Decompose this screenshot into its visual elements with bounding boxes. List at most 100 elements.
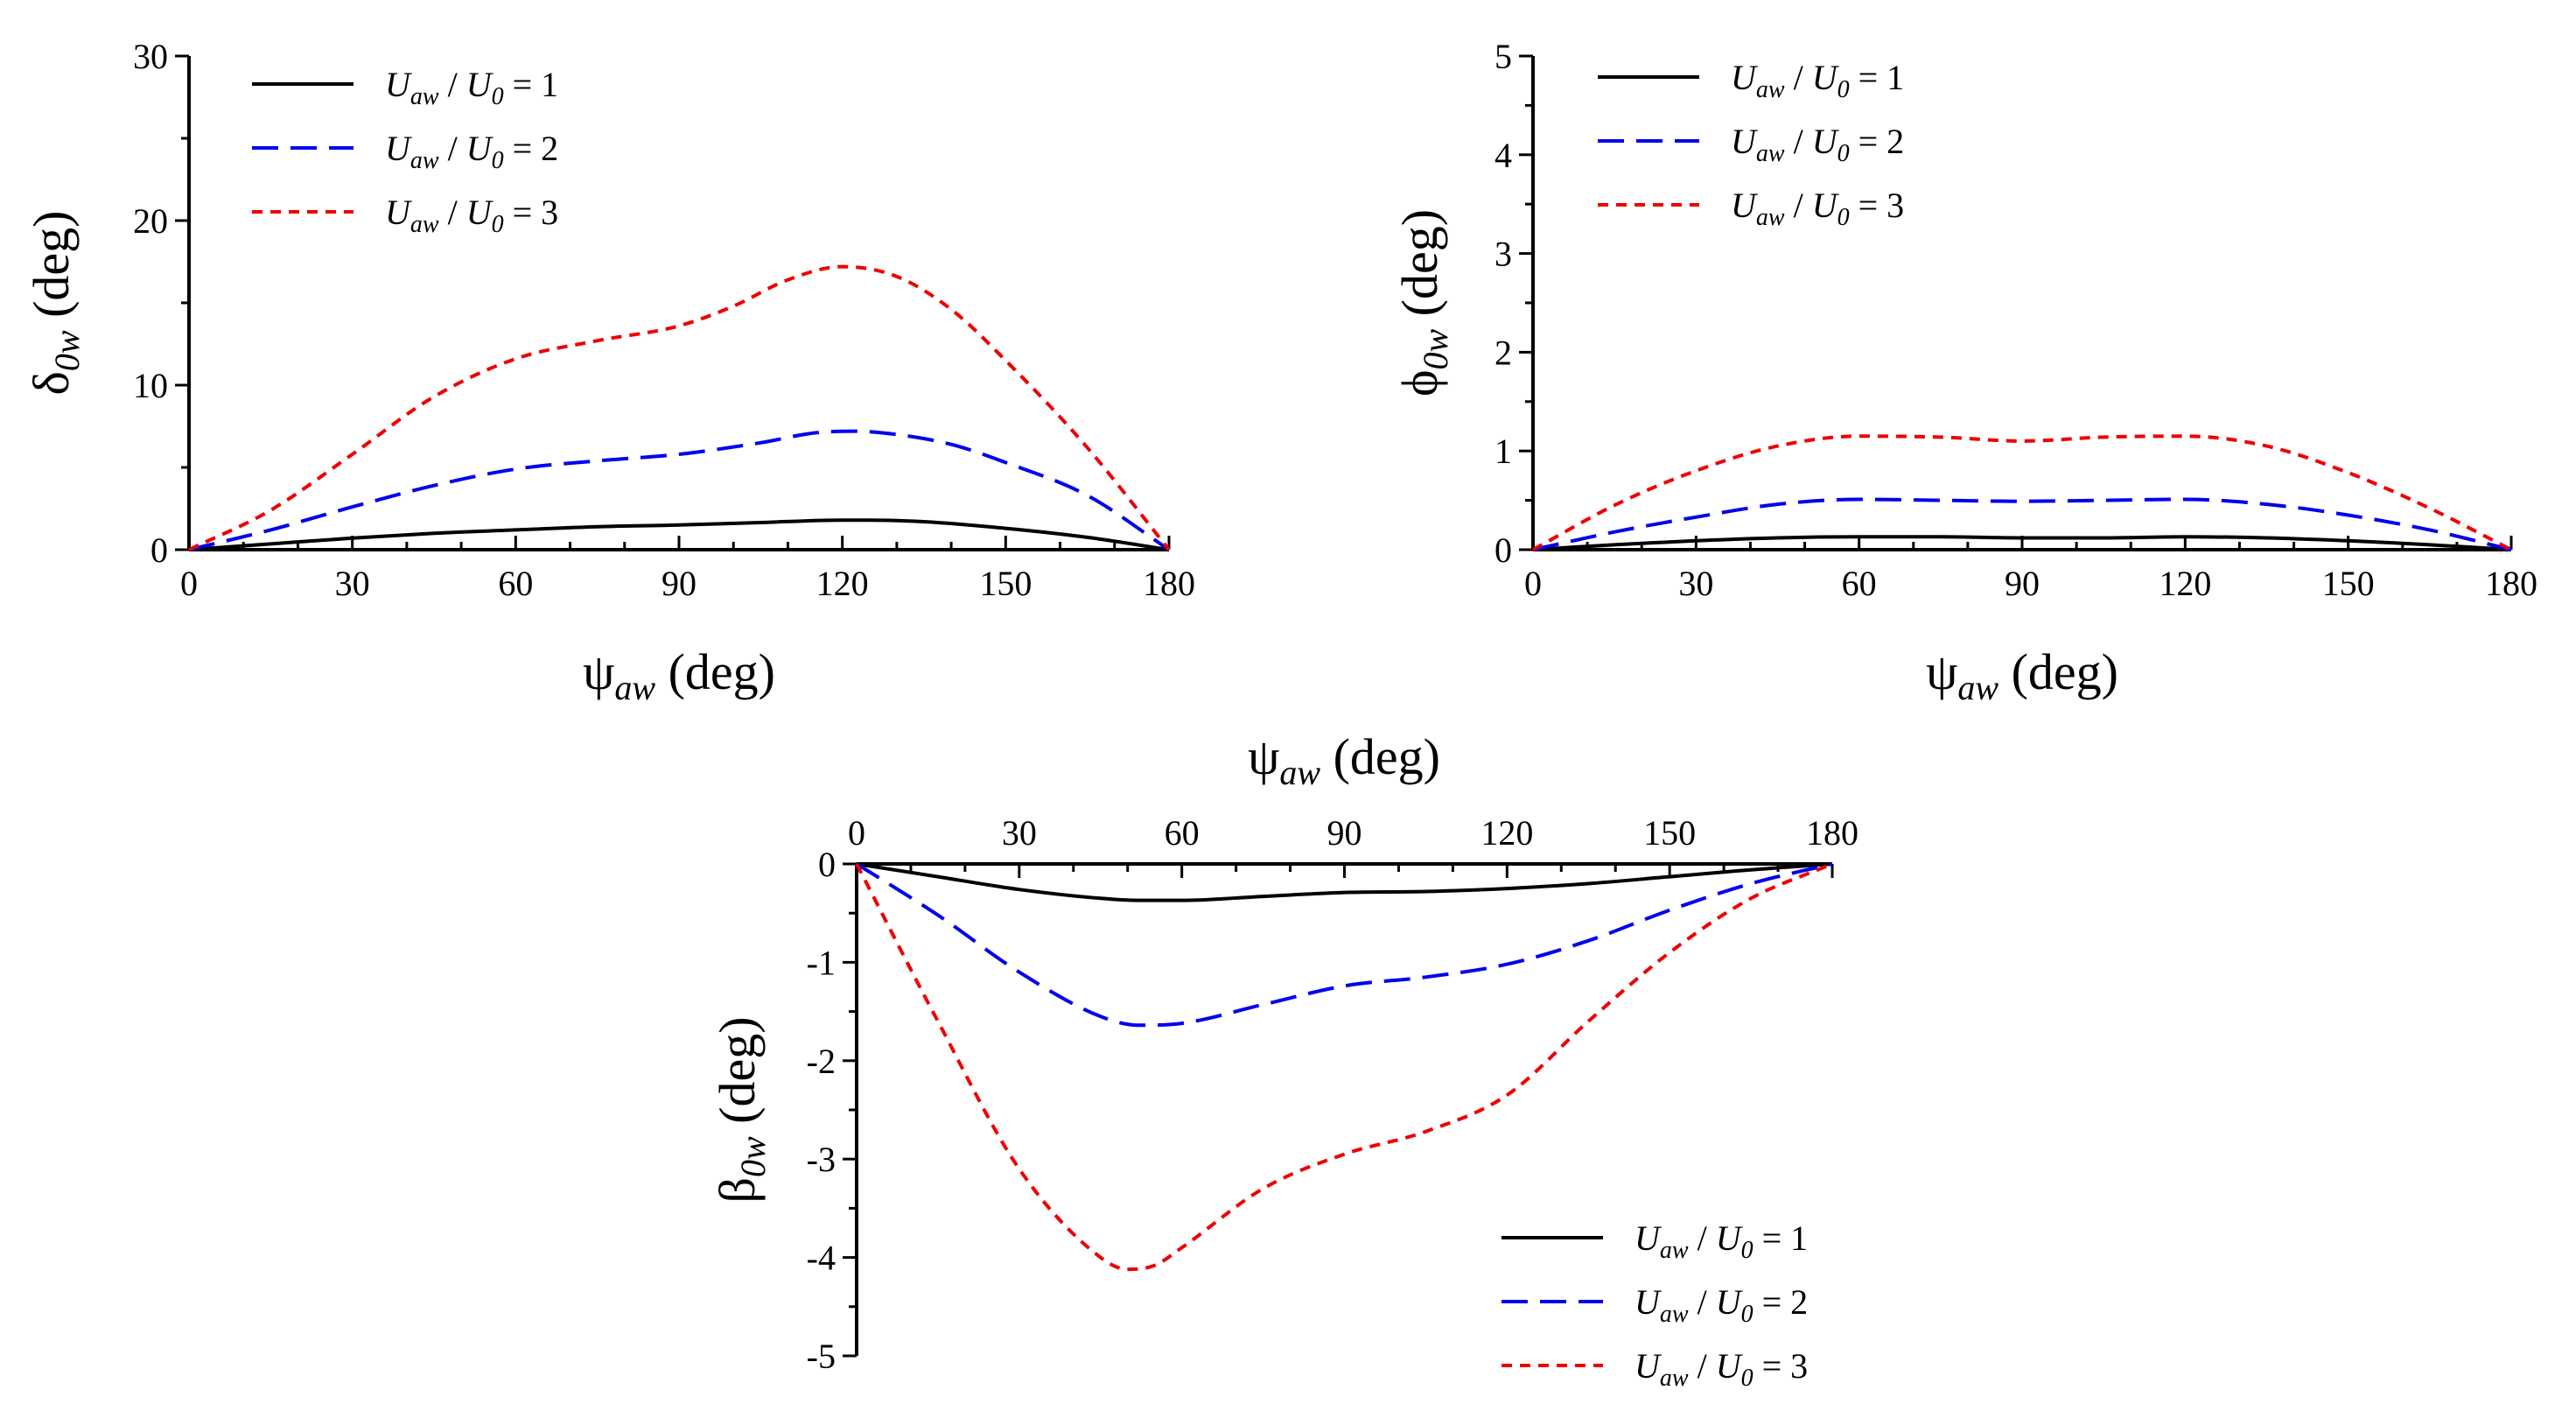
legend-sub-0: 0 <box>492 83 504 110</box>
legend-sub-0: 0 <box>1838 140 1850 167</box>
legend-ratio-value: = 3 <box>1754 1346 1809 1386</box>
y-tick-label: 4 <box>1494 136 1512 175</box>
y-axis-title: ϕ0w (deg) <box>1391 209 1455 397</box>
legend-sub-0: 0 <box>1741 1237 1754 1264</box>
y-tick-label: -4 <box>807 1239 836 1278</box>
y-tick-label: 5 <box>1494 37 1512 76</box>
legend-label-ratio-2: Uaw / U0 = 2 <box>1731 122 1904 167</box>
legend-label-ratio-3: Uaw / U0 = 3 <box>1731 186 1904 231</box>
x-axis-unit: (deg) <box>1320 728 1440 785</box>
legend-u: U <box>385 65 413 104</box>
legend-u0: U <box>1716 1346 1744 1386</box>
legend-u0: U <box>1812 186 1840 225</box>
x-tick-label: 30 <box>335 564 370 603</box>
y-axis-subscript: 0w <box>1416 329 1455 370</box>
series-line-ratio-1 <box>188 518 1170 551</box>
y-tick-label: 1 <box>1494 432 1512 471</box>
legend-slash: / <box>1689 1346 1716 1386</box>
y-axis-unit: (deg) <box>23 211 80 331</box>
legend-sub-aw: aw <box>1756 204 1785 231</box>
legend-label-ratio-1: Uaw / U0 = 1 <box>385 65 558 110</box>
x-tick-label: 0 <box>180 564 198 603</box>
x-axis-subscript: aw <box>1957 668 1998 707</box>
x-tick-label: 30 <box>1678 564 1713 603</box>
legend-sub-aw: aw <box>1660 1301 1689 1328</box>
y-axis-title: β0w (deg) <box>709 1016 773 1203</box>
y-tick-label: 0 <box>1494 530 1512 570</box>
x-tick-label: 90 <box>2005 564 2040 603</box>
legend-label-ratio-1: Uaw / U0 = 1 <box>1634 1218 1808 1264</box>
y-tick-label: -1 <box>807 943 836 982</box>
x-axis-unit: (deg) <box>1998 643 2118 700</box>
series-line-ratio-3 <box>1532 434 2512 551</box>
legend-sub-0: 0 <box>1838 204 1850 231</box>
x-tick-label: 60 <box>1165 813 1200 853</box>
x-tick-label: 0 <box>1524 564 1542 603</box>
legend-ratio-value: = 3 <box>1850 186 1905 225</box>
x-axis-subscript: aw <box>1279 753 1320 792</box>
legend-sub-0: 0 <box>492 211 504 238</box>
legend-u: U <box>1634 1218 1662 1258</box>
x-tick-label: 120 <box>816 564 869 603</box>
legend-label-ratio-1: Uaw / U0 = 1 <box>1731 58 1904 103</box>
series-line-ratio-2 <box>855 862 1833 1028</box>
series-line-ratio-1 <box>1532 535 2512 551</box>
x-tick-label: 30 <box>1002 813 1037 853</box>
legend-u: U <box>1634 1282 1662 1322</box>
y-tick-label: -2 <box>807 1042 836 1081</box>
legend-u: U <box>1731 122 1759 161</box>
legend-slash: / <box>1689 1282 1716 1322</box>
x-axis-subscript: aw <box>614 668 655 707</box>
x-tick-label: 60 <box>1842 564 1877 603</box>
y-axis-title: δ0w (deg) <box>23 211 87 396</box>
x-tick-label: 150 <box>1643 813 1696 853</box>
y-axis-subscript: 0w <box>47 330 87 371</box>
legend-sub-aw: aw <box>410 211 439 238</box>
y-tick-label: -5 <box>807 1337 836 1376</box>
legend-slash: / <box>1785 122 1812 161</box>
legend-label-ratio-3: Uaw / U0 = 3 <box>385 193 558 238</box>
legend-sub-aw: aw <box>1660 1237 1689 1264</box>
legend-label-ratio-3: Uaw / U0 = 3 <box>1634 1346 1808 1392</box>
legend-ratio-value: = 1 <box>1754 1218 1809 1258</box>
x-tick-label: 120 <box>1480 813 1533 853</box>
x-tick-label: 90 <box>1327 813 1362 853</box>
legend-sub-0: 0 <box>1741 1365 1754 1392</box>
legend-u0: U <box>1812 58 1840 97</box>
x-tick-label: 150 <box>2322 564 2375 603</box>
legend-slash: / <box>1785 58 1812 97</box>
x-tick-label: 150 <box>979 564 1032 603</box>
x-axis-title: ψaw (deg) <box>583 643 775 707</box>
legend-slash: / <box>439 129 466 168</box>
legend-slash: / <box>1689 1218 1716 1258</box>
legend-u: U <box>385 193 413 232</box>
legend-slash: / <box>1785 186 1812 225</box>
y-axis-unit: (deg) <box>709 1016 766 1136</box>
legend-sub-0: 0 <box>492 147 504 174</box>
legend-u0: U <box>1812 122 1840 161</box>
x-axis-symbol: ψ <box>583 643 614 700</box>
x-axis-title: ψaw (deg) <box>1926 643 2118 707</box>
legend-ratio-value: = 1 <box>1850 58 1905 97</box>
y-axis-symbol: δ <box>23 371 80 395</box>
legend-sub-aw: aw <box>410 147 439 174</box>
legend-ratio-value: = 2 <box>1850 122 1905 161</box>
y-axis-unit: (deg) <box>1391 209 1448 329</box>
x-tick-label: 180 <box>1143 564 1195 603</box>
legend-sub-aw: aw <box>410 83 439 110</box>
legend-slash: / <box>439 65 466 104</box>
series-line-ratio-2 <box>188 429 1171 551</box>
series-line-ratio-3 <box>855 862 1833 1272</box>
x-axis-title: ψaw (deg) <box>1248 728 1440 792</box>
legend-slash: / <box>439 193 466 232</box>
y-tick-label: 20 <box>133 201 168 241</box>
legend-u: U <box>385 129 413 168</box>
legend-u: U <box>1634 1346 1662 1386</box>
legend-ratio-value: = 3 <box>504 193 559 232</box>
series-line-ratio-3 <box>188 264 1171 551</box>
legend-u0: U <box>466 129 494 168</box>
x-axis-unit: (deg) <box>655 643 775 700</box>
y-axis-symbol: ϕ <box>1391 370 1448 397</box>
